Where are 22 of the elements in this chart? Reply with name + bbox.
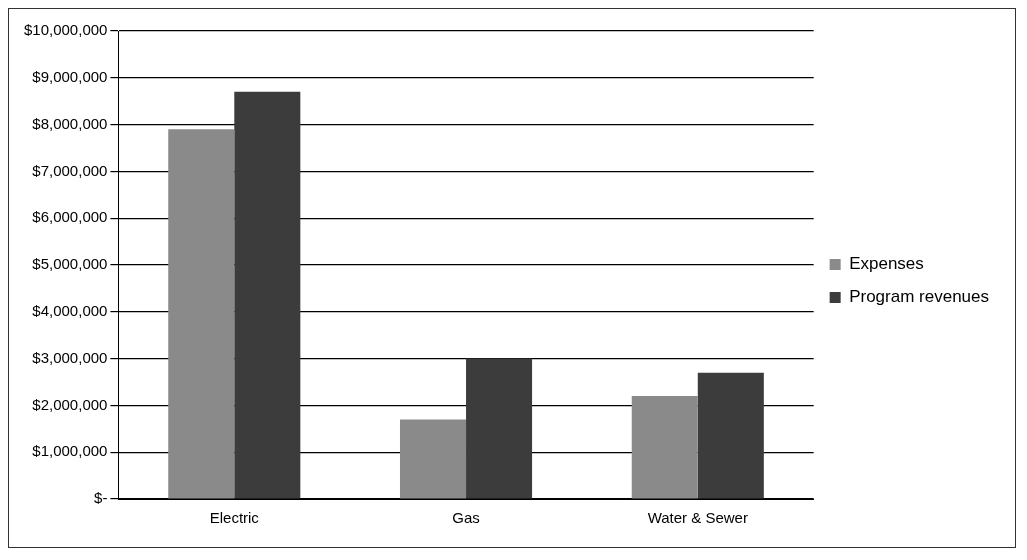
y-tick-label: $6,000,000 [32,208,108,226]
y-tick-label: $8,000,000 [32,114,108,132]
y-tick-label: $5,000,000 [32,255,108,273]
x-tick-label: Gas [452,509,480,527]
y-tick-label: $1,000,000 [32,442,108,460]
bar [234,91,301,499]
y-tick-label: $3,000,000 [32,348,108,366]
bar [168,129,235,499]
bar [697,372,764,499]
legend-label: Expenses [849,254,924,274]
y-tick-label: $9,000,000 [32,67,108,85]
bar [631,396,698,499]
legend-label: Program revenues [849,287,989,307]
bar [466,358,533,499]
y-tick-label: $10,000,000 [23,21,108,39]
y-tick-label: $2,000,000 [32,395,108,413]
x-tick-label: Water & Sewer [647,509,748,527]
y-tick-label: $- [94,489,108,507]
y-tick-label: $4,000,000 [32,301,108,319]
x-tick-label: Electric [209,509,260,527]
y-tick-label: $7,000,000 [32,161,108,179]
bar [399,419,467,499]
